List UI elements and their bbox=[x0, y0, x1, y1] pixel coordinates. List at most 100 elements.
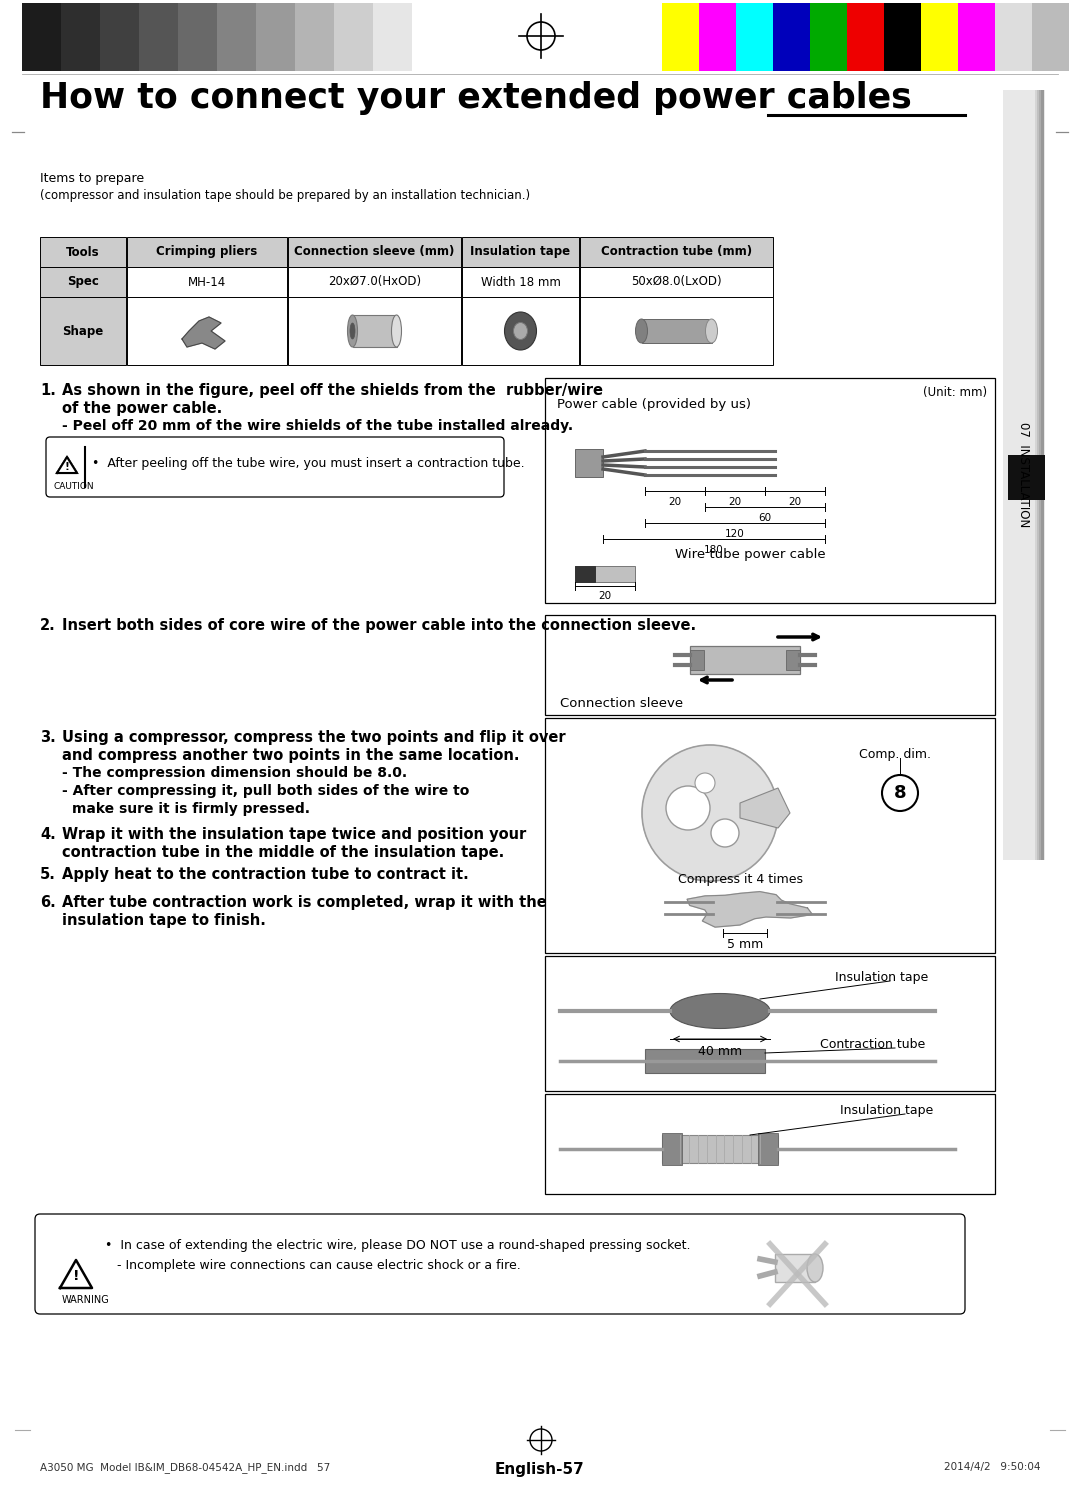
Text: !: ! bbox=[72, 1269, 79, 1282]
Bar bbox=[580, 237, 773, 267]
Text: Comp. dim.: Comp. dim. bbox=[859, 748, 931, 760]
Text: - Incomplete wire connections can cause electric shock or a fire.: - Incomplete wire connections can cause … bbox=[105, 1258, 521, 1272]
Text: 8: 8 bbox=[893, 784, 906, 802]
Bar bbox=[60, 3, 100, 72]
Bar bbox=[773, 3, 810, 72]
Text: 1.: 1. bbox=[40, 383, 56, 398]
Polygon shape bbox=[687, 892, 812, 927]
Bar bbox=[1008, 455, 1045, 499]
Bar bbox=[645, 1050, 765, 1074]
Text: 20: 20 bbox=[598, 590, 611, 601]
Text: As shown in the figure, peel off the shields from the  rubber/wire: As shown in the figure, peel off the shi… bbox=[62, 383, 603, 398]
Ellipse shape bbox=[705, 319, 717, 343]
Text: 180: 180 bbox=[704, 546, 724, 555]
Text: Contraction tube (mm): Contraction tube (mm) bbox=[600, 246, 752, 258]
Text: English-57: English-57 bbox=[495, 1463, 585, 1478]
Text: Items to prepare: Items to prepare bbox=[40, 171, 144, 185]
Bar bbox=[662, 1133, 681, 1164]
Text: Wrap it with the insulation tape twice and position your: Wrap it with the insulation tape twice a… bbox=[62, 828, 526, 842]
Bar bbox=[545, 956, 995, 1091]
Bar bbox=[178, 3, 217, 72]
Bar bbox=[545, 1094, 995, 1194]
Bar bbox=[334, 3, 373, 72]
Text: A3050 MG  Model IB&IM_DB68-04542A_HP_EN.indd   57: A3050 MG Model IB&IM_DB68-04542A_HP_EN.i… bbox=[40, 1463, 330, 1473]
Text: Contraction tube: Contraction tube bbox=[820, 1038, 926, 1051]
Bar bbox=[1032, 3, 1069, 72]
Text: 60: 60 bbox=[758, 513, 771, 523]
Text: insulation tape to finish.: insulation tape to finish. bbox=[62, 912, 266, 927]
Text: Apply heat to the contraction tube to contract it.: Apply heat to the contraction tube to co… bbox=[62, 866, 469, 883]
Text: - Peel off 20 mm of the wire shields of the tube installed already.: - Peel off 20 mm of the wire shields of … bbox=[62, 419, 573, 432]
Text: 2014/4/2   9:50:04: 2014/4/2 9:50:04 bbox=[944, 1463, 1040, 1472]
Text: 120: 120 bbox=[725, 529, 745, 540]
Bar bbox=[127, 237, 287, 267]
Text: MH-14: MH-14 bbox=[188, 276, 226, 288]
Bar bbox=[40, 267, 126, 297]
Text: Compress it 4 times: Compress it 4 times bbox=[677, 874, 802, 886]
Bar bbox=[575, 567, 595, 581]
Text: Width 18 mm: Width 18 mm bbox=[481, 276, 561, 288]
Bar bbox=[690, 650, 704, 669]
Text: Insulation tape: Insulation tape bbox=[835, 971, 928, 984]
Bar bbox=[1003, 89, 1045, 860]
Ellipse shape bbox=[504, 312, 537, 350]
Bar bbox=[775, 1254, 815, 1282]
Bar bbox=[288, 297, 461, 365]
Ellipse shape bbox=[348, 315, 357, 347]
Bar bbox=[288, 267, 461, 297]
Text: 5.: 5. bbox=[40, 866, 56, 883]
Bar bbox=[22, 3, 60, 72]
Text: 50xØ8.0(LxOD): 50xØ8.0(LxOD) bbox=[631, 276, 721, 288]
Text: •  After peeling off the tube wire, you must insert a contraction tube.: • After peeling off the tube wire, you m… bbox=[92, 458, 525, 470]
Ellipse shape bbox=[513, 322, 527, 340]
Bar bbox=[1041, 89, 1044, 860]
Text: WARNING: WARNING bbox=[62, 1296, 110, 1305]
Ellipse shape bbox=[635, 319, 648, 343]
Text: How to connect your extended power cables: How to connect your extended power cable… bbox=[40, 81, 912, 115]
Bar bbox=[1039, 89, 1042, 860]
Text: 3.: 3. bbox=[40, 731, 56, 746]
Polygon shape bbox=[57, 458, 77, 473]
Bar bbox=[462, 267, 579, 297]
Bar bbox=[40, 237, 126, 267]
Text: 07  INSTALLATION: 07 INSTALLATION bbox=[1017, 422, 1030, 528]
Bar bbox=[127, 297, 287, 365]
Circle shape bbox=[882, 775, 918, 811]
Bar bbox=[295, 3, 334, 72]
Bar bbox=[462, 237, 579, 267]
Bar bbox=[847, 3, 885, 72]
Text: - After compressing it, pull both sides of the wire to: - After compressing it, pull both sides … bbox=[62, 784, 470, 798]
Text: contraction tube in the middle of the insulation tape.: contraction tube in the middle of the in… bbox=[62, 845, 504, 860]
Bar bbox=[735, 3, 773, 72]
Text: and compress another two points in the same location.: and compress another two points in the s… bbox=[62, 748, 519, 763]
Bar bbox=[642, 319, 712, 343]
Text: Connection sleeve (mm): Connection sleeve (mm) bbox=[295, 246, 455, 258]
Text: 40 mm: 40 mm bbox=[698, 1045, 742, 1059]
Bar bbox=[921, 3, 958, 72]
FancyBboxPatch shape bbox=[35, 1214, 966, 1314]
Text: - The compression dimension should be 8.0.: - The compression dimension should be 8.… bbox=[62, 766, 407, 780]
Text: After tube contraction work is completed, wrap it with the: After tube contraction work is completed… bbox=[62, 895, 546, 910]
Bar bbox=[699, 3, 735, 72]
Text: 20: 20 bbox=[669, 497, 681, 507]
Bar bbox=[100, 3, 139, 72]
Bar bbox=[1035, 89, 1038, 860]
FancyBboxPatch shape bbox=[46, 437, 504, 497]
Bar bbox=[786, 650, 800, 669]
Bar bbox=[352, 315, 396, 347]
Bar bbox=[690, 646, 800, 674]
Ellipse shape bbox=[391, 315, 402, 347]
Bar bbox=[662, 1135, 778, 1163]
Bar bbox=[545, 719, 995, 953]
Bar bbox=[885, 3, 921, 72]
Text: Power cable (provided by us): Power cable (provided by us) bbox=[557, 398, 751, 412]
Text: (compressor and insulation tape should be prepared by an installation technician: (compressor and insulation tape should b… bbox=[40, 189, 530, 201]
Polygon shape bbox=[60, 1260, 92, 1288]
Bar bbox=[1037, 89, 1040, 860]
Text: 20: 20 bbox=[728, 497, 742, 507]
Circle shape bbox=[711, 819, 739, 847]
Text: Insulation tape: Insulation tape bbox=[840, 1103, 933, 1117]
Text: !: ! bbox=[65, 462, 69, 473]
Bar bbox=[995, 3, 1032, 72]
Text: Wire tube power cable: Wire tube power cable bbox=[675, 549, 825, 561]
